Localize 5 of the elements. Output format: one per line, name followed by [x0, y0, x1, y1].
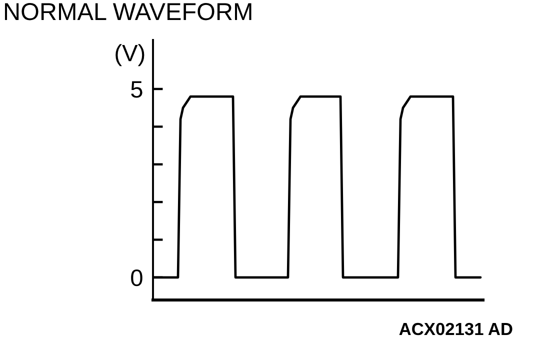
y-tick-label: 0	[131, 269, 142, 286]
y-tick-label: 5	[131, 81, 142, 98]
y-axis-title: (V)	[116, 44, 144, 66]
chart-title: NORMAL WAVEFORM	[4, 3, 252, 20]
text: ACX02131 AD	[399, 322, 512, 336]
